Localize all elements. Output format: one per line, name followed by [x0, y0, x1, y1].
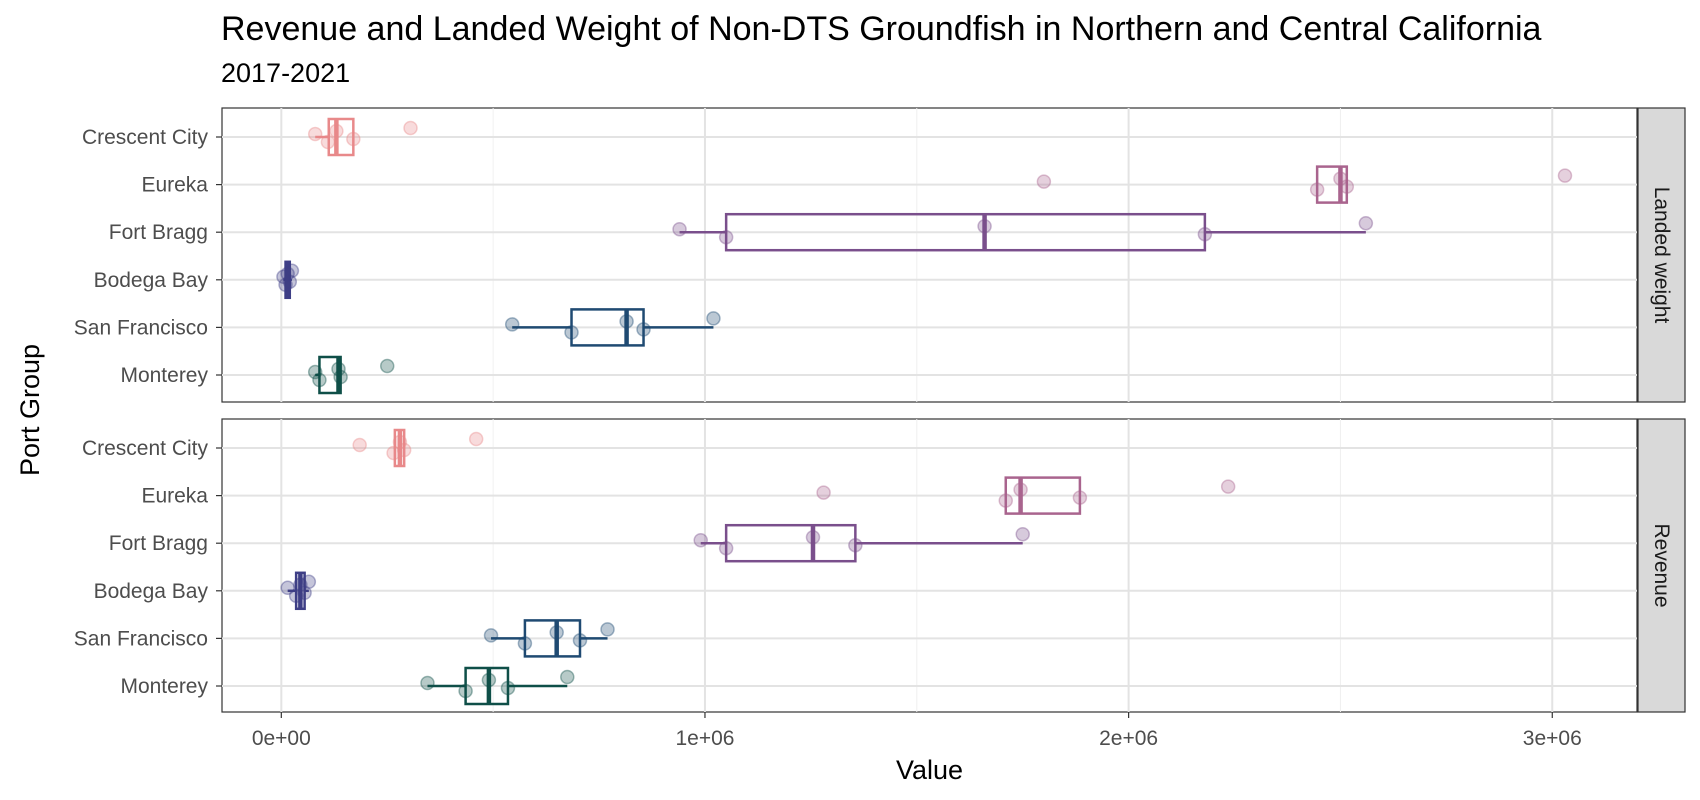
data-point [379, 358, 395, 374]
data-point [1220, 479, 1236, 494]
panel-frame [221, 107, 1638, 403]
data-point [672, 221, 687, 237]
box-eureka [1315, 165, 1349, 204]
data-point [297, 585, 312, 601]
data-point [333, 369, 348, 385]
data-point [331, 361, 346, 377]
x-tick-label: 1e+06 [675, 727, 734, 750]
data-point [805, 529, 821, 545]
data-point [284, 263, 300, 279]
y-tick-label: Bodega Bay [94, 269, 209, 292]
x-tick-label: 2e+06 [1099, 727, 1158, 750]
data-point [329, 123, 344, 139]
y-tick-label: Fort Bragg [109, 532, 208, 555]
y-tick-label: Eureka [141, 485, 208, 508]
box-fort-bragg [724, 523, 857, 563]
data-point [816, 485, 831, 500]
data-point [560, 669, 575, 685]
data-point [282, 274, 298, 290]
box-san-francisco [570, 308, 645, 347]
data-point [468, 431, 484, 447]
y-tick-label: San Francisco [74, 316, 208, 339]
y-tick-label: San Francisco [74, 627, 208, 650]
x-axis-title: Value [896, 755, 963, 785]
data-point [280, 580, 295, 596]
data-point [718, 540, 734, 556]
data-point [693, 532, 708, 548]
data-point [1072, 490, 1088, 505]
data-point [392, 434, 408, 450]
data-point [1339, 179, 1355, 194]
facet-strip-label: Revenue [1650, 523, 1673, 607]
data-point [1015, 526, 1030, 542]
y-tick-label: Crescent City [82, 437, 209, 460]
data-point [600, 622, 615, 637]
chart-subtitle: 2017-2021 [221, 58, 351, 88]
data-point [1333, 171, 1348, 186]
y-tick-label: Monterey [120, 364, 208, 387]
y-tick-label: Eureka [141, 174, 208, 197]
facet-strip-label: Landed weight [1650, 187, 1673, 324]
data-point [483, 628, 499, 643]
facet-strip [1637, 107, 1686, 403]
y-tick-label: Crescent City [82, 126, 209, 149]
data-point [848, 537, 863, 553]
box-fort-bragg [724, 212, 1207, 252]
data-point [481, 672, 497, 688]
y-axis-title: Port Group [15, 344, 45, 476]
data-point [500, 680, 516, 696]
data-point [572, 633, 588, 648]
data-point [517, 636, 533, 651]
y-tick-label: Bodega Bay [94, 580, 209, 603]
data-point [352, 437, 367, 453]
data-point [386, 445, 401, 461]
data-point [718, 229, 734, 245]
data-point [1309, 182, 1325, 197]
data-point [420, 675, 435, 691]
data-point [1557, 168, 1573, 183]
data-point [564, 325, 579, 340]
data-point [1036, 174, 1052, 189]
data-point [301, 574, 317, 590]
x-tick-label: 3e+06 [1523, 727, 1582, 750]
box-crescent-city [327, 117, 355, 157]
data-point [320, 134, 336, 150]
data-point [307, 364, 323, 380]
chart-title: Revenue and Landed Weight of Non-DTS Gro… [221, 10, 1542, 48]
x-tick-label: 0e+00 [252, 727, 311, 750]
box-eureka [1004, 476, 1082, 515]
box-san-francisco [523, 619, 582, 658]
data-point [998, 493, 1014, 508]
y-tick-label: Fort Bragg [109, 221, 208, 244]
data-point [706, 311, 721, 326]
data-point [403, 120, 418, 136]
data-point [288, 588, 304, 604]
data-point [458, 683, 473, 699]
data-point [307, 126, 323, 142]
data-point [636, 322, 651, 337]
data-point [396, 442, 412, 458]
data-point [312, 372, 327, 388]
data-point [504, 317, 520, 332]
data-point [276, 269, 291, 285]
data-point [293, 577, 308, 593]
data-point [1358, 215, 1374, 231]
data-point [619, 314, 634, 329]
data-point [1197, 226, 1213, 242]
data-point [1013, 482, 1028, 497]
y-tick-label: Monterey [120, 675, 208, 698]
data-point [977, 218, 992, 234]
facet-strip [1637, 418, 1686, 713]
data-point [280, 266, 295, 282]
panel-frame [221, 418, 1638, 713]
data-point [549, 625, 564, 640]
data-point [278, 277, 293, 293]
data-point [346, 131, 361, 147]
